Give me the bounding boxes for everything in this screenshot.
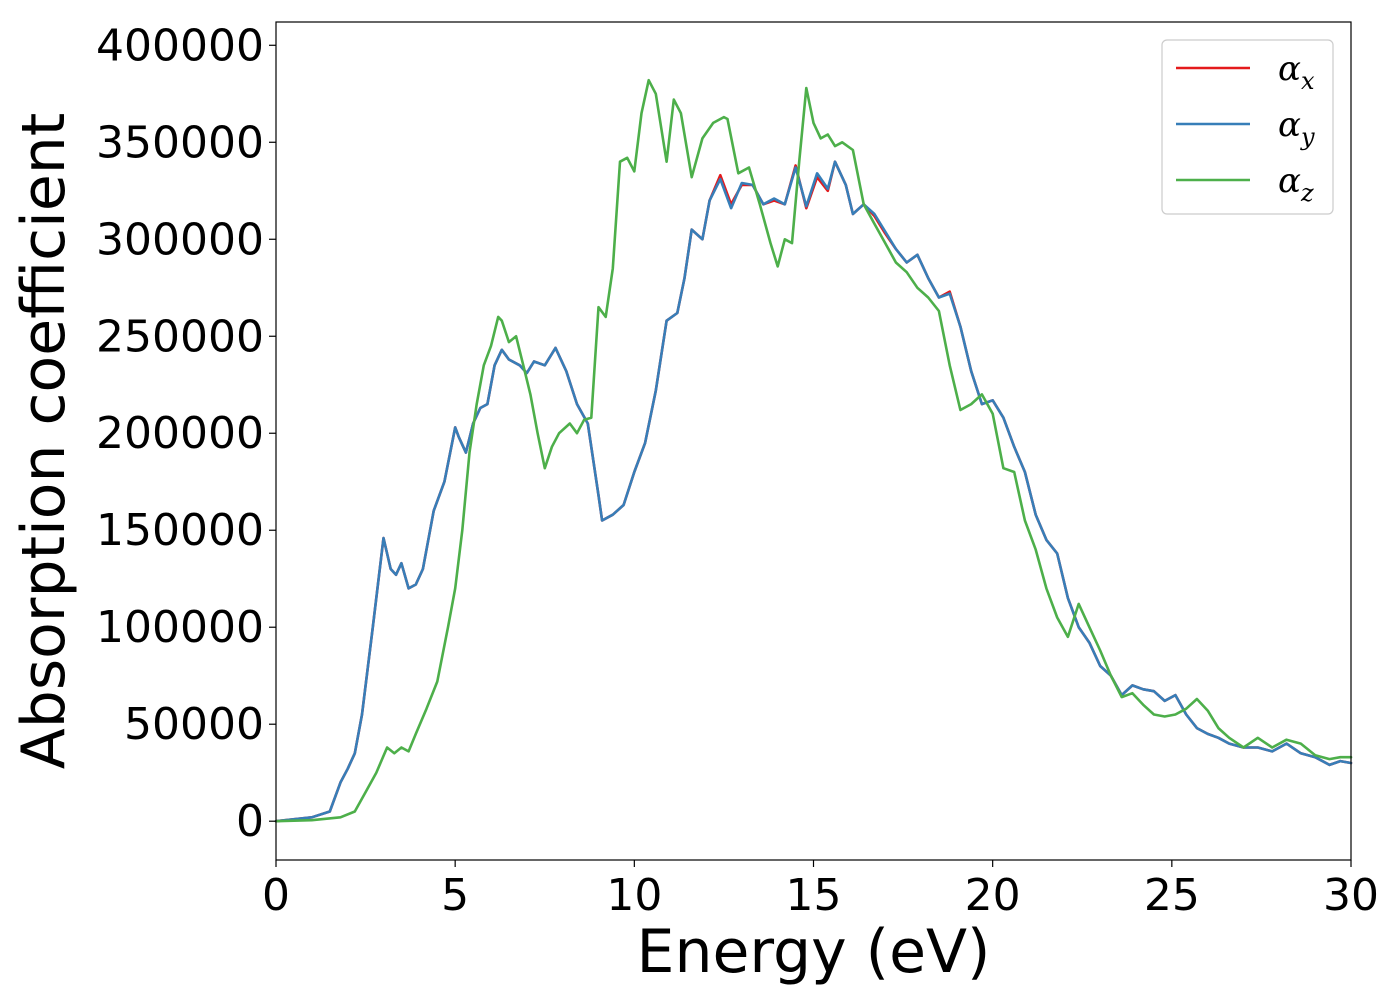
y-tick-label: 250000: [96, 311, 264, 362]
legend-box: [1161, 39, 1334, 215]
x-axis-title: Energy (eV): [637, 917, 991, 987]
y-axis-title: Absorption coefficient: [9, 113, 79, 770]
y-tick-label: 350000: [96, 117, 264, 168]
legend-label-z: αz: [1278, 161, 1314, 207]
x-tick-label: 10: [606, 870, 662, 921]
y-axis-ticks: 0 50000 100000 150000 200000 250000 300000 3500…: [96, 20, 276, 847]
y-tick-label: 150000: [96, 505, 264, 556]
x-axis-ticks: 0 5 10 15 20 25 30: [262, 860, 1379, 921]
x-tick-label: 25: [1144, 870, 1200, 921]
y-tick-label: 200000: [96, 408, 264, 459]
plot-lines: [274, 78, 1353, 823]
legend-label-y: αy: [1278, 105, 1315, 151]
x-tick-label: 0: [262, 870, 290, 921]
y-tick-label: 400000: [96, 20, 264, 71]
x-tick-label: 30: [1323, 870, 1379, 921]
legend: αx αy αz: [1161, 39, 1334, 215]
legend-label-x: αx: [1278, 49, 1315, 95]
y-tick-label: 50000: [124, 699, 264, 750]
x-tick-label: 15: [786, 870, 842, 921]
x-tick-label: 5: [441, 870, 469, 921]
x-tick-label: 20: [965, 870, 1021, 921]
series-line-z: [274, 78, 1353, 823]
y-tick-label: 100000: [96, 602, 264, 653]
series-line-y: [274, 160, 1353, 823]
y-tick-label: 0: [236, 796, 264, 847]
series-line-x: [274, 160, 1353, 823]
y-tick-label: 300000: [96, 214, 264, 265]
